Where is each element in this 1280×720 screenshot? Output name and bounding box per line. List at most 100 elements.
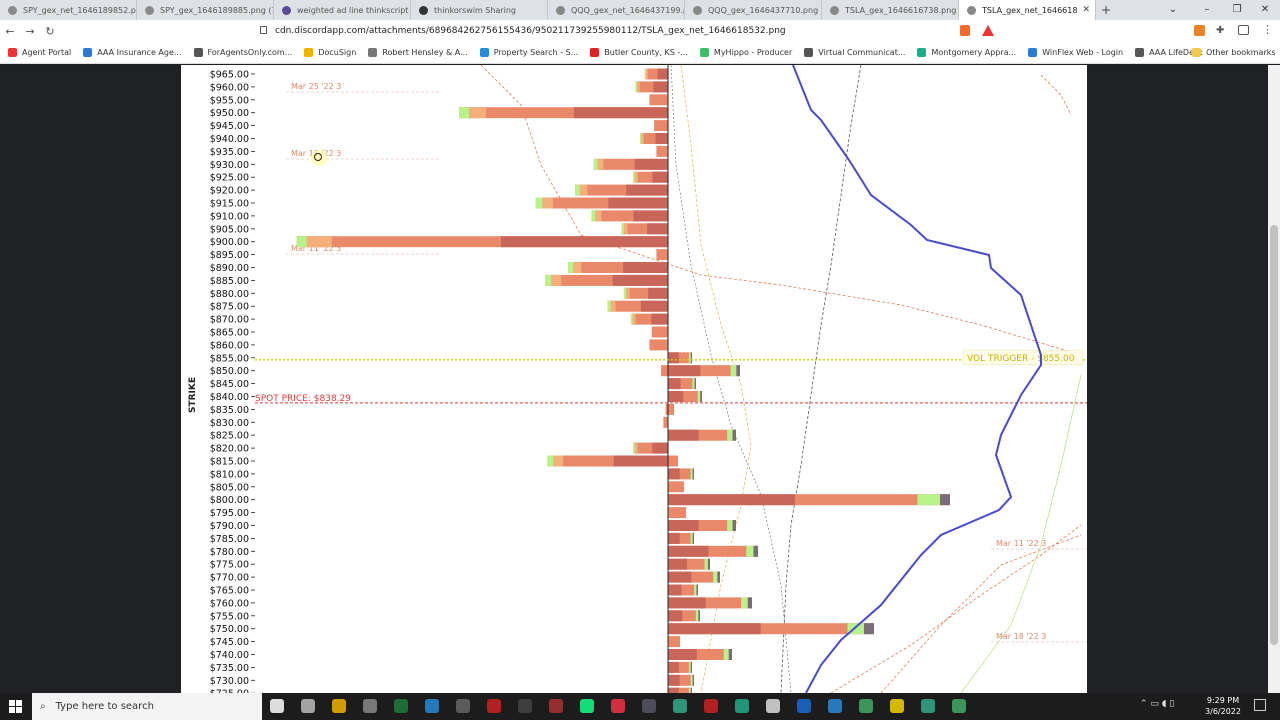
menu-icon[interactable]: ⋮ <box>1262 23 1273 36</box>
calculator-icon[interactable] <box>363 699 377 713</box>
tab-3[interactable]: weighted ad line thinkscript <box>274 0 411 20</box>
record-icon[interactable] <box>487 699 501 713</box>
app-icon[interactable] <box>797 699 811 713</box>
gex-bar-segment <box>700 391 702 402</box>
app-icon[interactable] <box>642 699 656 713</box>
bookmark-label: Robert Hensley & A... <box>382 48 468 57</box>
app-icon[interactable] <box>828 699 842 713</box>
tab-title: TSLA_gex_net_1646618532.p <box>982 5 1078 15</box>
gex-bar-segment <box>695 610 699 622</box>
bookmark-5[interactable]: Robert Hensley & A... <box>368 48 468 57</box>
excel-icon[interactable] <box>394 699 408 713</box>
strike-tick-label: $760.00 <box>210 598 249 609</box>
tab-5[interactable]: QQQ_gex_net_1646437199.png <box>548 0 685 20</box>
bookmark-6[interactable]: Property Search - S... <box>479 48 579 57</box>
strike-tick-label: $865.00 <box>210 328 249 339</box>
tab-6[interactable]: QQQ_gex_1646437710.png <box>685 0 822 20</box>
expiry-label: Mar 11 '22 3 <box>291 244 341 253</box>
gex-bar <box>668 584 698 596</box>
bookmark-label: Property Search - S... <box>493 48 579 57</box>
taskbar-search[interactable]: ⌕ Type here to search <box>32 693 262 720</box>
extensions-icon[interactable]: ✚ <box>1216 25 1225 36</box>
other-bookmarks-label: Other bookmarks <box>1206 48 1276 57</box>
page-viewport: STRIKE $965.00 $960.00 $955.00 $950.00 $945.0… <box>0 65 1280 693</box>
bookmark-2[interactable]: AAA Insurance Age... <box>83 48 182 57</box>
wallet-icon[interactable] <box>1238 25 1249 35</box>
bookmark-4[interactable]: DocuSign <box>304 48 356 57</box>
notifications-icon[interactable] <box>1254 699 1266 711</box>
metamask-icon[interactable] <box>1194 25 1205 36</box>
gex-bar-segment <box>635 81 638 93</box>
reload-button[interactable]: ↻ <box>45 24 55 38</box>
tab-2[interactable]: SPY_gex_1646189885.png (136 <box>137 0 274 20</box>
gex-bar-segment <box>847 623 864 635</box>
bookmark-3[interactable]: ForAgentsOnly.com... <box>193 48 292 57</box>
windows-start-icon[interactable] <box>9 700 22 713</box>
tab-list: SPY_gex_net_1646189852.png ( SPY_gex_1646… <box>0 0 1096 20</box>
chrome-icon[interactable] <box>580 699 594 713</box>
tab-1[interactable]: SPY_gex_net_1646189852.png ( <box>0 0 137 20</box>
scrollbar-thumb[interactable] <box>1270 225 1278 645</box>
gex-bar <box>668 481 684 493</box>
gex-bar-segment <box>640 300 668 312</box>
strike-tick-label: $915.00 <box>210 199 249 210</box>
bookmark-9[interactable]: Virtual Communicat... <box>804 48 905 57</box>
sticky-notes-icon[interactable] <box>921 699 935 713</box>
tab-8[interactable]: TSLA_gex_net_1646618532.p ✕ <box>959 0 1096 20</box>
gex-bar-segment <box>296 236 307 248</box>
task-view-icon[interactable] <box>270 699 284 713</box>
bookmark-8[interactable]: MyHippo - Producer <box>699 48 792 57</box>
gex-bar-segment <box>690 468 693 480</box>
widgets-icon[interactable] <box>301 699 315 713</box>
strike-tick-label: $795.00 <box>210 508 249 519</box>
steam-icon[interactable] <box>890 699 904 713</box>
app-icon[interactable] <box>952 699 966 713</box>
thinkorswim-icon[interactable] <box>425 699 439 713</box>
bookmark-10[interactable]: Montgomery Appra... <box>917 48 1016 57</box>
file-explorer-icon[interactable] <box>332 699 346 713</box>
app-icon[interactable] <box>673 699 687 713</box>
strike-tick-label: $755.00 <box>210 611 249 622</box>
strike-tick-label: $785.00 <box>210 534 249 545</box>
tab-search-button[interactable]: ⌄ <box>1168 4 1178 15</box>
app-icon[interactable] <box>735 699 749 713</box>
brave-icon[interactable] <box>611 699 625 713</box>
strike-tick-label: $870.00 <box>210 315 249 326</box>
gex-bar-segment <box>694 378 696 390</box>
bookmark-7[interactable]: Butler County, KS -... <box>590 48 688 57</box>
app-icon[interactable] <box>859 699 873 713</box>
bookmark-1[interactable]: Agent Portal <box>8 48 71 57</box>
gex-bar <box>575 184 668 196</box>
brave-shield-icon[interactable] <box>960 25 970 36</box>
gex-bar-segment <box>668 597 706 609</box>
close-window-button[interactable]: ✕ <box>1260 4 1270 15</box>
tray-icons[interactable]: ⌃ ▭ ◖ ▯ <box>1140 699 1175 709</box>
tab-title: SPY_gex_1646189885.png (136 <box>160 5 273 15</box>
app-icon[interactable] <box>549 699 563 713</box>
url-field[interactable]: cdn.discordapp.com/attachments/689684262… <box>260 23 950 39</box>
brave-rewards-icon[interactable] <box>982 25 994 36</box>
app-icon[interactable] <box>518 699 532 713</box>
scrollbar[interactable] <box>1268 65 1280 693</box>
taskbar-clock[interactable]: 9:29 PM 3/6/2022 <box>1198 695 1248 717</box>
other-bookmarks[interactable]: Other bookmarks <box>1192 48 1276 57</box>
new-tab-button[interactable]: + <box>1100 3 1112 17</box>
forward-button[interactable]: → <box>25 24 35 38</box>
app-icon[interactable] <box>766 699 780 713</box>
back-button[interactable]: ← <box>5 24 15 38</box>
gex-bar-segment <box>610 300 616 312</box>
gex-bar-segment <box>623 287 627 299</box>
explorer-icon[interactable] <box>456 699 470 713</box>
app-icon[interactable] <box>704 699 718 713</box>
maximize-button[interactable]: ❐ <box>1232 4 1242 15</box>
close-tab-icon[interactable]: ✕ <box>1082 5 1090 15</box>
strike-tick-label: $855.00 <box>210 353 249 364</box>
tab-7[interactable]: TSLA_gex_1646616738.png (13 <box>822 0 959 20</box>
bookmark-12[interactable]: AAA LifeDesk <box>1135 48 1203 57</box>
gex-bar-segment <box>579 184 588 196</box>
bookmark-11[interactable]: WinFlex Web - Login <box>1028 48 1123 57</box>
strike-tick-label: $800.00 <box>210 495 249 506</box>
tab-4[interactable]: thinkorswim Sharing <box>411 0 548 20</box>
minimize-button[interactable]: – <box>1204 4 1210 15</box>
gex-bar-segment <box>668 352 679 364</box>
